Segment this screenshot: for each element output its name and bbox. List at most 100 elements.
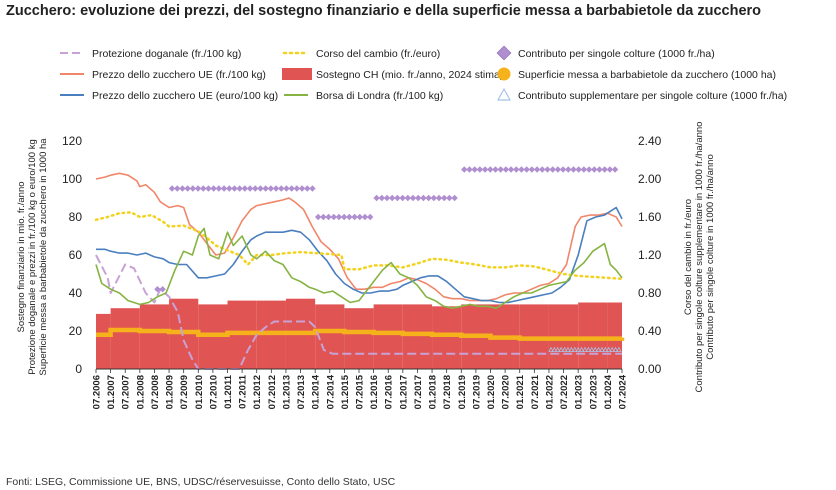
y-tick-right-1.20: 1.20 (638, 248, 662, 262)
legend-label: Borsa di Londra (fr./100 kg) (316, 90, 443, 102)
series-prezzo_chf (95, 172, 623, 302)
supplementare-marker (565, 346, 571, 352)
contributo-marker (559, 166, 567, 173)
contributo-marker (466, 166, 473, 173)
contributo-segment-0 (154, 286, 166, 293)
sostegno-bar-17 (578, 302, 608, 369)
sostegno-bar-18 (607, 302, 622, 369)
axis-label-line: Sostegno finanziario in mio. fr./anno (16, 181, 27, 332)
contributo-marker (596, 166, 603, 173)
contributo-marker (565, 166, 572, 173)
contributo-marker (174, 185, 181, 192)
contributo-marker (523, 166, 530, 173)
contributo-marker (304, 185, 311, 192)
x-tick-01.2020: 01.2020 (486, 375, 497, 409)
legend-item-prezzo_eur: Prezzo dello zucchero UE (euro/100 kg) (60, 90, 278, 102)
axis-label-line: Contributo per singole colture supplemen… (694, 122, 705, 393)
sostegno-bar-10 (373, 304, 403, 369)
series-londra (95, 227, 623, 310)
contributo-marker (210, 185, 217, 192)
contributo-marker (451, 194, 458, 202)
x-tick-01.2016: 01.2016 (369, 375, 380, 409)
contributo-marker (461, 166, 468, 173)
x-tick-07.2016: 07.2016 (384, 375, 395, 409)
contributo-marker (544, 166, 551, 173)
y-tick-right-0.00: 0.00 (638, 362, 662, 376)
supplementare-marker (558, 346, 564, 352)
source-note: Fonti: LSEG, Commissione UE, BNS, UDSC/r… (6, 476, 396, 488)
x-tick-07.2022: 07.2022 (559, 375, 570, 409)
x-tick-07.2012: 07.2012 (267, 375, 278, 409)
contributo-marker (476, 166, 484, 173)
page-title: Zucchero: evoluzione dei prezzi, del sos… (6, 3, 762, 19)
contributo-marker (366, 213, 374, 221)
contributo-marker (383, 194, 391, 202)
legend-label: Prezzo dello zucchero UE (euro/100 kg) (92, 90, 278, 102)
contributo-marker (601, 166, 608, 173)
contributo-marker (184, 185, 191, 192)
x-tick-01.2019: 01.2019 (457, 375, 468, 409)
legend-item-londra: Borsa di Londra (fr./100 kg) (284, 90, 443, 102)
x-tick-01.2007: 01.2007 (106, 375, 117, 409)
y-tick-left-120: 120 (62, 134, 82, 148)
x-tick-07.2014: 07.2014 (325, 374, 336, 409)
legend-item-sostegno: Sostegno CH (mio. fr./anno, 2024 stima) (282, 68, 503, 81)
x-tick-07.2017: 07.2017 (413, 375, 424, 409)
contributo-marker (373, 194, 380, 202)
contributo-marker (220, 185, 228, 192)
contributo-marker (481, 166, 489, 173)
contributo-marker (215, 185, 223, 192)
contributo-marker (497, 166, 504, 173)
contributo-marker (351, 213, 358, 221)
axis-label-line: Protezione doganale e prezzi in fr./100 … (27, 139, 38, 375)
supplementare-marker (592, 346, 598, 352)
legend-item-cambio: Corso del cambio (fr./euro) (282, 48, 440, 60)
contributo-marker (606, 166, 614, 173)
contributo-segment-2 (314, 213, 374, 221)
contributo-marker (257, 185, 264, 192)
contributo-marker (356, 213, 363, 221)
sostegno-bar-9 (344, 308, 374, 369)
x-tick-01.2018: 01.2018 (428, 375, 439, 409)
series-prezzo_eur (96, 206, 623, 304)
supplementare-marker (602, 346, 608, 352)
contributo-marker (528, 166, 536, 173)
contributo-marker (378, 194, 386, 202)
legend-swatch (496, 87, 512, 101)
supplementare-marker (609, 346, 615, 352)
supplementare-marker (612, 346, 619, 352)
legend-label: Superficie messa a barbabietole da zucch… (518, 69, 776, 81)
sostegno-bars (96, 298, 622, 369)
contributo-marker (288, 185, 295, 192)
contributo-marker (549, 166, 556, 173)
contributo-marker (168, 185, 176, 192)
contributo-marker (314, 213, 322, 221)
contributo-segment-4 (461, 166, 619, 173)
contributo-marker (320, 213, 327, 221)
sostegno-bar-8 (315, 304, 345, 369)
contributo-marker (533, 166, 541, 173)
contributo-marker (409, 194, 417, 202)
contributo-marker (394, 194, 401, 202)
x-tick-01.2023: 01.2023 (574, 375, 585, 409)
x-tick-07.2010: 07.2010 (208, 375, 219, 409)
x-tick-01.2012: 01.2012 (252, 375, 263, 409)
supplementare-marker (606, 346, 612, 352)
supplementare-marker (561, 346, 568, 352)
supplementare-marker (551, 346, 557, 352)
contributo-marker (293, 185, 301, 192)
x-tick-07.2009: 07.2009 (179, 375, 190, 409)
x-tick-07.2021: 07.2021 (530, 374, 541, 409)
x-tick-07.2015: 07.2015 (355, 374, 366, 409)
contributo-segment-3 (373, 194, 458, 202)
y-tick-right-0.80: 0.80 (638, 286, 662, 300)
contributo-marker (611, 166, 619, 173)
contributo-marker (189, 185, 197, 192)
contributo-marker (404, 194, 412, 202)
contributo-marker (492, 166, 499, 173)
legend-item-contributo: Contributo per singole colture (1000 fr.… (496, 45, 715, 61)
x-tick-01.2009: 01.2009 (165, 375, 176, 409)
contributo-marker (441, 194, 448, 202)
x-tick-01.2024: 01.2024 (603, 374, 614, 409)
